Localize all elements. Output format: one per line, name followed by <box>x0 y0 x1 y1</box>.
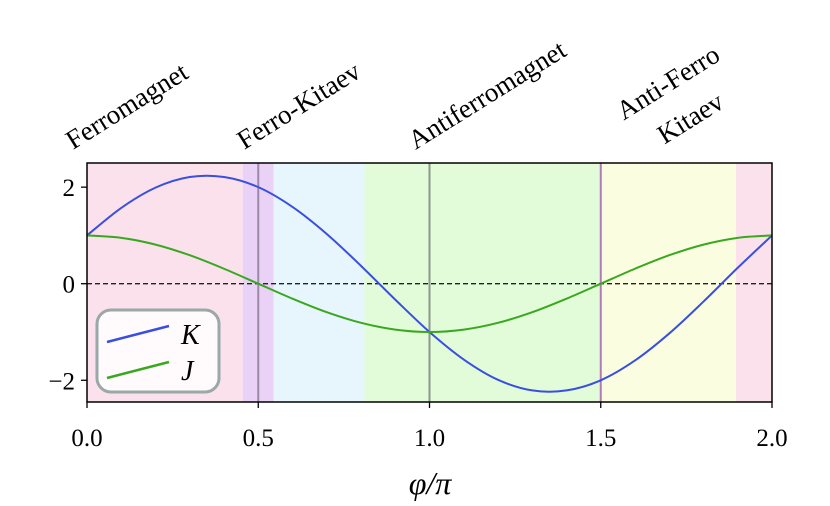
x-axis-label: φ/π <box>409 465 453 501</box>
series-line <box>86 234 773 333</box>
region-label-text: Antiferromagnet <box>403 34 572 155</box>
region-label-text: Ferromagnet <box>60 56 193 155</box>
region-band <box>364 163 601 402</box>
region-band <box>600 163 737 402</box>
region-band <box>273 163 365 402</box>
y-tick-label: 2 <box>63 175 76 202</box>
legend-label: J <box>181 356 195 387</box>
legend-label: K <box>180 320 201 351</box>
region-label-text: Ferro-Kitaev <box>232 55 367 155</box>
legend-swatch <box>106 324 170 344</box>
region-label: Ferro-Kitaev <box>232 55 367 155</box>
x-tick-label: 1.0 <box>414 425 445 452</box>
y-tick-label: 0 <box>63 272 76 299</box>
x-tick-label: 0.0 <box>71 425 102 452</box>
y-tick-label: −2 <box>48 368 75 395</box>
x-tick-label: 2.0 <box>756 425 787 452</box>
legend-swatch <box>106 360 170 380</box>
x-tick-label: 1.5 <box>585 425 616 452</box>
legend-box <box>95 308 221 394</box>
region-label: Antiferromagnet <box>403 34 572 155</box>
region-label: Ferromagnet <box>60 56 193 155</box>
x-tick-label: 0.5 <box>243 425 274 452</box>
region-band <box>736 163 772 402</box>
